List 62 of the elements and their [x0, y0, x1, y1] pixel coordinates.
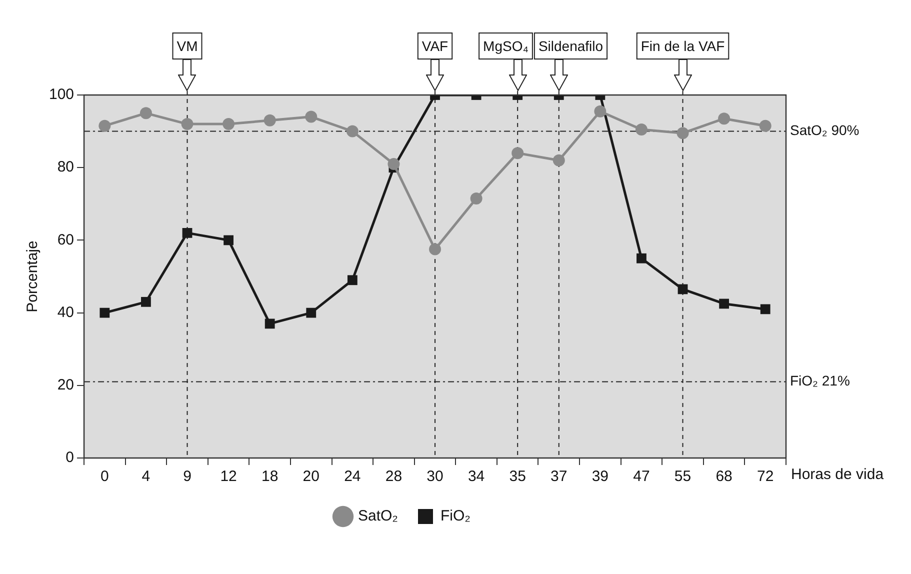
- legend-label: MgSO₄: [483, 38, 529, 54]
- x-tick-label: 39: [592, 468, 609, 486]
- x-tick-label: 24: [344, 468, 361, 486]
- point: [678, 284, 688, 294]
- point: [98, 120, 111, 132]
- legend-label: SatO₂: [358, 508, 398, 525]
- x-tick-label: 18: [262, 468, 278, 486]
- point: [552, 154, 565, 166]
- ref-line-label: SatO₂ 90%: [790, 122, 860, 138]
- ref-line-label: VAF: [422, 38, 448, 54]
- x-tick-label: 28: [385, 468, 402, 486]
- point: [676, 127, 689, 140]
- point: [140, 107, 152, 120]
- point: [346, 125, 358, 138]
- point: [306, 308, 316, 318]
- point: [264, 318, 275, 329]
- x-tick-label: 4: [142, 468, 150, 486]
- point: [388, 158, 400, 170]
- point: [181, 118, 194, 130]
- point: [182, 228, 192, 238]
- ref-line-label: FiO₂ 21%: [790, 372, 850, 389]
- point: [719, 298, 730, 309]
- legend-label: Sildenafilo: [538, 38, 604, 54]
- point: [305, 110, 318, 123]
- point: [594, 105, 606, 118]
- x-tick-label: 37: [550, 468, 568, 486]
- x-tick-label: 35: [509, 468, 526, 486]
- y-axis-title: Porcentaje: [24, 240, 42, 312]
- point: [429, 243, 442, 256]
- y-tick-label: 40: [57, 304, 74, 321]
- x-tick-label: 72: [757, 468, 774, 486]
- point: [718, 112, 730, 125]
- point: [759, 120, 772, 132]
- x-tick-label: 20: [302, 468, 320, 486]
- y-tick-label: 80: [57, 158, 74, 176]
- point: [512, 147, 524, 160]
- point: [636, 253, 646, 264]
- legend-label: FiO₂: [440, 508, 471, 525]
- x-tick-label: 0: [100, 468, 109, 486]
- point: [635, 123, 648, 136]
- point: [760, 304, 770, 314]
- x-tick-label: 12: [220, 468, 237, 486]
- x-tick-label: 68: [716, 468, 732, 486]
- x-tick-label: 34: [468, 468, 485, 486]
- point: [222, 118, 235, 130]
- x-tick-label: 55: [674, 468, 692, 486]
- point: [224, 235, 234, 246]
- point: [347, 275, 358, 286]
- x-tick-label: 47: [633, 468, 650, 486]
- y-tick-label: 60: [57, 231, 74, 248]
- point: [470, 192, 482, 204]
- y-tick-label: 100: [48, 86, 74, 104]
- ref-line-label: VM: [176, 38, 198, 54]
- point: [100, 308, 110, 318]
- x-tick-label: 9: [183, 468, 192, 486]
- point: [264, 114, 276, 126]
- y-tick-label: 20: [57, 376, 74, 394]
- x-tick-label: 30: [426, 468, 444, 486]
- x-axis-title: Horas de vida: [791, 466, 884, 484]
- y-tick-label: 0: [66, 449, 74, 466]
- ref-line-label: Fin de la VAF: [640, 38, 725, 54]
- point: [141, 296, 151, 307]
